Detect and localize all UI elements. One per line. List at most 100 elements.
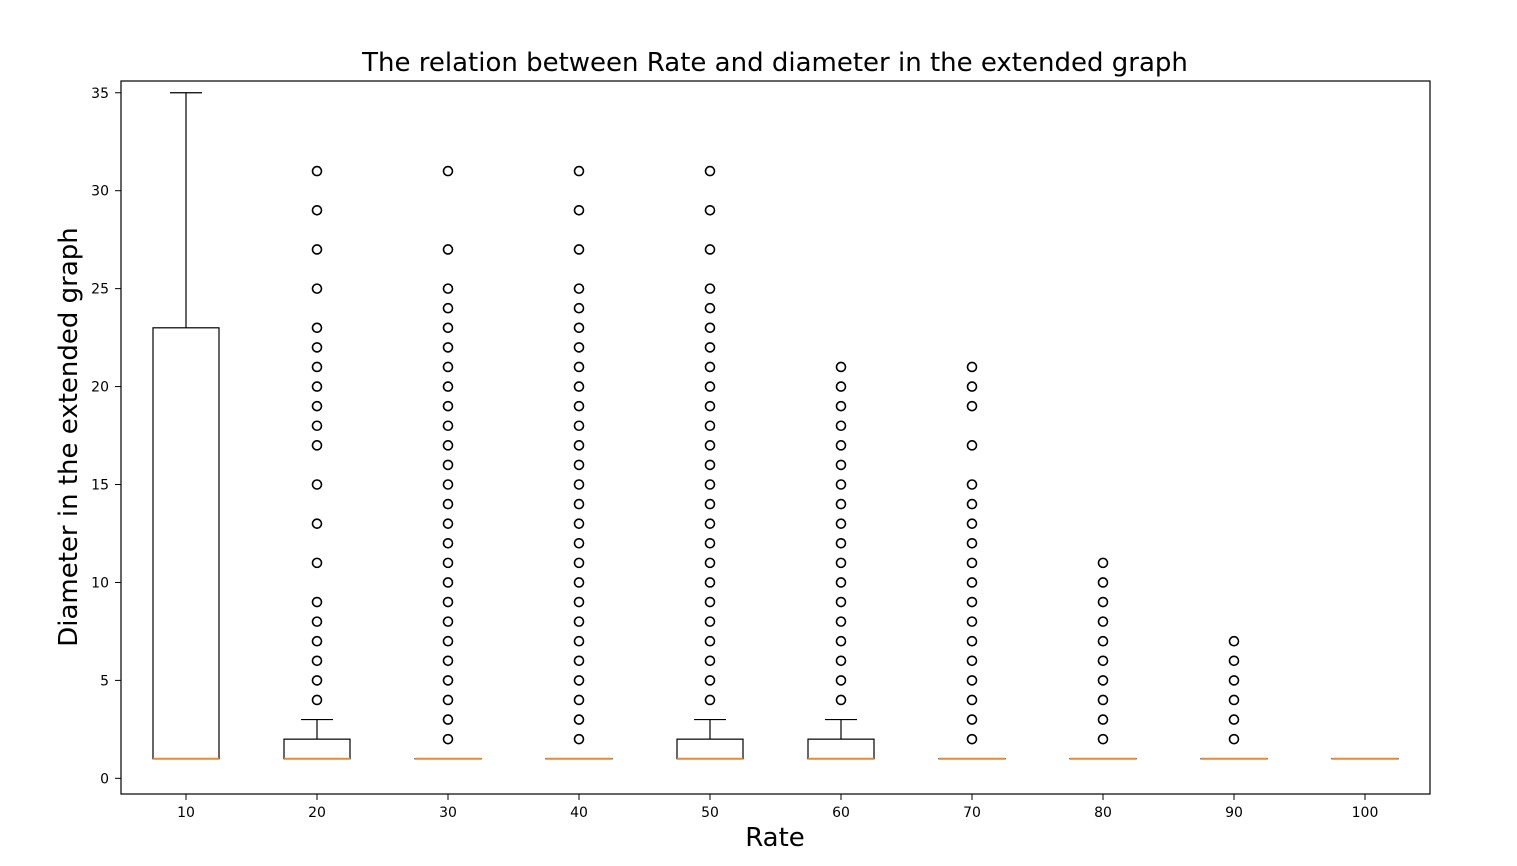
outlier-point — [1099, 676, 1108, 685]
outlier-point — [313, 421, 322, 430]
outlier-point — [1099, 715, 1108, 724]
outlier-point — [313, 637, 322, 646]
outlier-point — [444, 695, 453, 704]
outlier-point — [444, 500, 453, 509]
outlier-point — [313, 676, 322, 685]
box-group-10 — [153, 93, 219, 759]
outlier-point — [575, 167, 584, 176]
outlier-point — [313, 617, 322, 626]
x-tick-label: 50 — [701, 805, 719, 821]
box — [284, 739, 350, 759]
outlier-point — [444, 284, 453, 293]
outlier-point — [444, 362, 453, 371]
outlier-point — [968, 519, 977, 528]
outlier-point — [968, 578, 977, 587]
outlier-point — [1099, 695, 1108, 704]
outlier-point — [706, 343, 715, 352]
outlier-point — [1099, 558, 1108, 567]
outlier-point — [706, 167, 715, 176]
outlier-point — [706, 578, 715, 587]
outlier-point — [706, 637, 715, 646]
outlier-point — [706, 519, 715, 528]
outlier-point — [444, 304, 453, 313]
outlier-point — [575, 460, 584, 469]
outlier-point — [1099, 656, 1108, 665]
outlier-point — [837, 421, 846, 430]
outlier-point — [968, 676, 977, 685]
outlier-point — [575, 323, 584, 332]
y-tick-label: 35 — [91, 86, 109, 102]
outlier-point — [1099, 578, 1108, 587]
outlier-point — [575, 362, 584, 371]
outlier-point — [444, 519, 453, 528]
y-tick-label: 25 — [91, 282, 109, 298]
outlier-point — [575, 304, 584, 313]
outlier-point — [444, 539, 453, 548]
outlier-point — [837, 362, 846, 371]
plot-area-frame — [121, 81, 1430, 794]
outlier-point — [968, 735, 977, 744]
outlier-point — [313, 245, 322, 254]
outlier-point — [444, 460, 453, 469]
outlier-point — [575, 598, 584, 607]
outlier-point — [837, 402, 846, 411]
outlier-point — [1099, 735, 1108, 744]
outlier-point — [968, 656, 977, 665]
outlier-point — [706, 323, 715, 332]
outlier-point — [837, 519, 846, 528]
outlier-point — [313, 656, 322, 665]
outlier-point — [444, 715, 453, 724]
outlier-point — [968, 362, 977, 371]
outlier-point — [313, 343, 322, 352]
outlier-point — [575, 500, 584, 509]
outlier-point — [575, 206, 584, 215]
outlier-point — [575, 695, 584, 704]
outlier-point — [968, 480, 977, 489]
x-tick-label: 70 — [963, 805, 981, 821]
outlier-point — [837, 637, 846, 646]
outlier-point — [575, 539, 584, 548]
outlier-point — [837, 695, 846, 704]
outlier-point — [444, 578, 453, 587]
outlier-point — [706, 441, 715, 450]
outlier-point — [313, 519, 322, 528]
box — [153, 328, 219, 759]
outlier-point — [968, 715, 977, 724]
outlier-point — [444, 382, 453, 391]
y-tick-label: 10 — [91, 575, 109, 591]
outlier-point — [968, 598, 977, 607]
y-tick-label: 30 — [91, 184, 109, 200]
outlier-point — [706, 284, 715, 293]
outlier-point — [968, 695, 977, 704]
outlier-point — [968, 539, 977, 548]
outlier-point — [968, 402, 977, 411]
outlier-point — [575, 735, 584, 744]
box-group-70 — [939, 362, 1005, 758]
x-tick-label: 20 — [308, 805, 326, 821]
outlier-point — [313, 695, 322, 704]
outlier-point — [706, 695, 715, 704]
outlier-point — [837, 656, 846, 665]
outlier-point — [706, 480, 715, 489]
outlier-point — [313, 598, 322, 607]
box-group-20 — [284, 167, 350, 759]
box-group-90 — [1201, 637, 1267, 759]
outlier-point — [706, 676, 715, 685]
outlier-point — [575, 343, 584, 352]
outlier-point — [313, 284, 322, 293]
box — [677, 739, 743, 759]
y-tick-label: 20 — [91, 380, 109, 396]
outlier-point — [313, 323, 322, 332]
x-tick-label: 100 — [1352, 805, 1379, 821]
outlier-point — [706, 245, 715, 254]
outlier-point — [444, 558, 453, 567]
outlier-point — [313, 362, 322, 371]
outlier-point — [313, 480, 322, 489]
outlier-point — [837, 676, 846, 685]
outlier-point — [313, 206, 322, 215]
outlier-point — [706, 421, 715, 430]
x-tick-label: 90 — [1225, 805, 1243, 821]
outlier-point — [968, 637, 977, 646]
outlier-point — [444, 656, 453, 665]
